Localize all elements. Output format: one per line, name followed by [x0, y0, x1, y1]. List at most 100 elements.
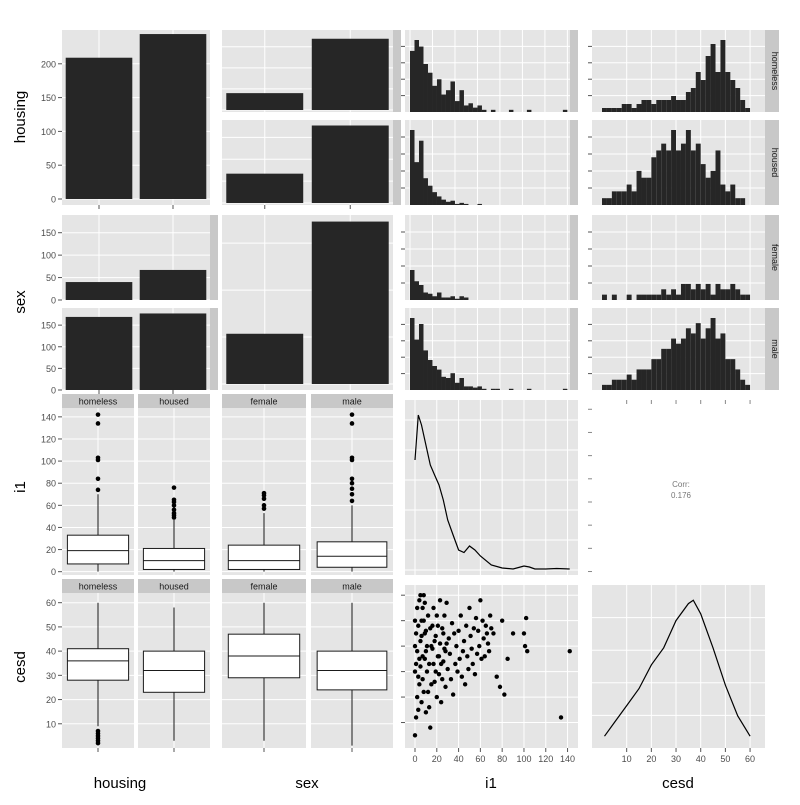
hist-bin-i1-housed — [432, 192, 437, 205]
hist-bin-cesd-male — [680, 338, 686, 390]
hist-bin-i1-homeless — [508, 109, 514, 112]
hist-bin-i1-homeless — [441, 94, 446, 112]
hist-bin-cesd-housed — [671, 130, 677, 205]
scatter-point — [413, 631, 419, 636]
i1-x-tick-label: 60 — [475, 754, 485, 764]
box-i1-male-outlier — [349, 421, 355, 426]
scatter-point — [431, 661, 436, 667]
hist-bin-cesd-homeless — [720, 40, 726, 112]
hist-bin-i1-homeless — [427, 72, 433, 112]
scatter-point — [446, 636, 451, 641]
facet-male-cesd-strip-label: male — [342, 582, 362, 592]
hist-bin-cesd-male — [636, 369, 642, 390]
scatter-point — [422, 600, 428, 606]
facet-homeless-strip — [765, 30, 779, 112]
hist-bin-cesd-housed — [626, 184, 632, 205]
facet-homeless-cesd-strip — [62, 579, 134, 593]
hist-bin-i1-housed — [423, 178, 428, 205]
hist-bin-cesd-male — [715, 338, 721, 390]
hist-bin-i1-male — [477, 386, 482, 390]
hist-bin-cesd-female — [646, 294, 652, 300]
scatter-point — [412, 733, 418, 738]
scatter-point — [436, 671, 442, 677]
scatter-point — [418, 664, 423, 669]
scatter-point — [419, 699, 424, 705]
hist-bin-cesd-female — [661, 289, 667, 300]
hist-bin-i1-housed — [477, 203, 482, 205]
scatter-point — [412, 643, 418, 649]
scatter-point — [491, 631, 496, 636]
col-label-cesd: cesd — [662, 775, 694, 792]
scatter-point — [428, 626, 433, 631]
hist-bin-i1-male — [526, 388, 532, 390]
scatter-point — [413, 661, 419, 667]
hist-bin-cesd-male — [626, 374, 632, 390]
facet-homeless-strip — [62, 394, 134, 408]
hist-bin-cesd-housed — [641, 177, 647, 205]
i1-x-tick-label: 80 — [497, 754, 507, 764]
box-i1-housed-outlier — [171, 503, 177, 508]
hist-bin-i1-homeless — [454, 101, 460, 112]
cesd-x-tick-label: 60 — [745, 754, 755, 764]
hist-bin-i1-housed — [454, 203, 460, 205]
hist-bin-cesd-homeless — [611, 108, 617, 112]
hist-bin-cesd-housed — [636, 170, 642, 205]
scatter-point — [424, 643, 430, 649]
hist-bin-i1-homeless — [414, 40, 419, 112]
scatter-point — [478, 598, 483, 603]
hist-bin-i1-female — [445, 297, 451, 300]
hist-bin-i1-female — [423, 292, 428, 300]
hist-bin-i1-homeless — [436, 79, 442, 112]
hist-bin-cesd-female — [680, 283, 686, 300]
hist-bin-cesd-homeless — [621, 104, 627, 112]
hist-bin-i1-homeless — [463, 105, 469, 112]
hist-bin-i1-female — [450, 296, 455, 300]
box-i1-housed-outlier — [171, 507, 177, 513]
hist-bin-cesd-male — [616, 379, 622, 390]
hist-bin-cesd-female — [700, 289, 706, 300]
correlation-label: Corr: — [672, 480, 690, 489]
hist-bin-cesd-female — [671, 289, 677, 300]
i1-x-tick-label: 40 — [454, 754, 464, 764]
scatter-point — [522, 643, 528, 649]
hist-bin-i1-housed — [445, 201, 451, 205]
scatter-point — [457, 656, 462, 662]
scatter-point — [467, 605, 472, 611]
hist-bin-cesd-male — [725, 359, 731, 390]
cesd-x-tick-label: 40 — [696, 754, 706, 764]
hist-bin-cesd-homeless — [606, 108, 612, 112]
facet-strip-female — [210, 215, 218, 300]
hist-bin-cesd-female — [710, 294, 716, 300]
box-i1-male-outlier — [349, 480, 355, 486]
hist-bin-cesd-female — [715, 283, 721, 300]
scatter-point — [459, 674, 465, 679]
hist-bin-cesd-housed — [611, 191, 617, 205]
scatter-point — [479, 656, 484, 662]
facet-male-cesd-strip — [311, 579, 393, 593]
i1-x-tick-label: 20 — [432, 754, 442, 764]
i1-x-tick-label: 100 — [516, 754, 531, 764]
scatter-point — [416, 707, 421, 712]
hist-bin-cesd-male — [666, 348, 672, 390]
box-cesd-housed-box — [142, 650, 206, 693]
scatter-point — [432, 679, 437, 684]
box-i1-female-box — [227, 544, 301, 570]
scatter-point — [448, 677, 454, 682]
scatter-point — [435, 623, 441, 628]
hist-bin-cesd-female — [695, 283, 701, 300]
scatter-point — [422, 656, 428, 662]
scatter-point — [483, 623, 489, 628]
hist-bin-cesd-female — [690, 289, 696, 300]
bar-housing-housed — [139, 34, 207, 199]
housing-count-tick-label: 0 — [51, 195, 56, 205]
hist-bin-cesd-housed — [720, 184, 726, 205]
hist-bin-cesd-male — [690, 333, 696, 390]
hist-bin-i1-homeless — [450, 81, 455, 112]
scatter-point — [417, 598, 422, 603]
scatter-point — [468, 633, 473, 639]
scatter-point — [489, 626, 494, 631]
hist-bin-cesd-male — [676, 343, 681, 390]
scatter-point — [432, 638, 437, 644]
box-i1-housed-outlier — [171, 510, 177, 516]
scatter-point — [413, 715, 419, 720]
